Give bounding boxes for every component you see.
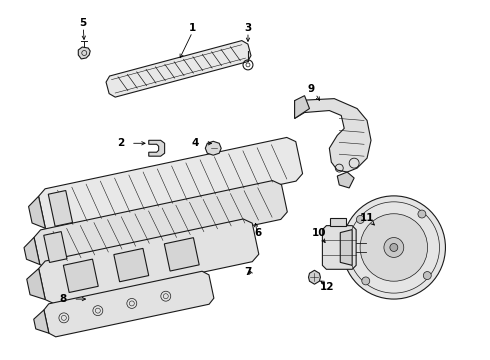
Circle shape — [362, 277, 370, 285]
Polygon shape — [49, 190, 73, 226]
Circle shape — [418, 210, 426, 218]
Text: 4: 4 — [192, 138, 199, 148]
Polygon shape — [106, 41, 251, 97]
Polygon shape — [294, 96, 310, 118]
Polygon shape — [44, 231, 67, 262]
Circle shape — [342, 196, 445, 299]
Polygon shape — [340, 230, 352, 265]
Text: 11: 11 — [360, 213, 374, 223]
Text: 1: 1 — [189, 23, 196, 33]
Polygon shape — [294, 99, 371, 172]
Polygon shape — [28, 196, 46, 228]
Text: 9: 9 — [308, 84, 315, 94]
Text: 5: 5 — [80, 18, 87, 28]
Polygon shape — [39, 138, 303, 233]
Polygon shape — [337, 172, 354, 188]
Polygon shape — [149, 140, 165, 156]
Polygon shape — [164, 238, 199, 271]
Circle shape — [356, 215, 365, 224]
Text: 2: 2 — [117, 138, 124, 148]
Polygon shape — [44, 271, 214, 337]
Polygon shape — [34, 181, 287, 269]
Polygon shape — [330, 218, 346, 226]
Text: 6: 6 — [254, 228, 262, 238]
Polygon shape — [205, 141, 221, 155]
Text: 10: 10 — [312, 228, 327, 238]
Polygon shape — [322, 226, 356, 269]
Polygon shape — [27, 269, 45, 300]
Polygon shape — [63, 259, 98, 292]
Circle shape — [384, 238, 404, 257]
Polygon shape — [34, 310, 49, 333]
Circle shape — [423, 271, 431, 279]
Circle shape — [360, 214, 428, 281]
Text: 7: 7 — [245, 267, 252, 277]
Text: 8: 8 — [60, 294, 67, 304]
Polygon shape — [24, 237, 40, 265]
Text: 3: 3 — [245, 23, 251, 33]
Polygon shape — [39, 219, 259, 304]
Text: 12: 12 — [320, 282, 335, 292]
Polygon shape — [309, 270, 320, 284]
Polygon shape — [78, 47, 90, 59]
Circle shape — [390, 243, 398, 251]
Polygon shape — [114, 248, 149, 282]
